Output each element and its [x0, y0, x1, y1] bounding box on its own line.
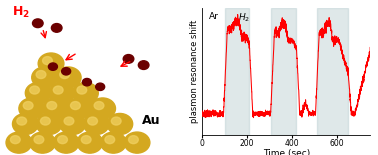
- Circle shape: [12, 113, 38, 135]
- Circle shape: [36, 71, 46, 79]
- Bar: [317, 8, 348, 135]
- Bar: [271, 8, 296, 135]
- Circle shape: [25, 82, 51, 104]
- Circle shape: [60, 113, 85, 135]
- Circle shape: [11, 136, 20, 144]
- Circle shape: [55, 67, 81, 88]
- Circle shape: [40, 117, 50, 125]
- Circle shape: [138, 61, 149, 69]
- Y-axis label: plasmon resonance shift: plasmon resonance shift: [191, 20, 200, 123]
- Circle shape: [82, 78, 91, 86]
- Circle shape: [51, 24, 62, 32]
- Circle shape: [17, 117, 26, 125]
- Circle shape: [6, 132, 32, 153]
- Circle shape: [19, 98, 45, 119]
- Circle shape: [53, 86, 63, 94]
- Circle shape: [53, 132, 79, 153]
- Circle shape: [107, 113, 133, 135]
- Circle shape: [124, 132, 150, 153]
- Circle shape: [62, 68, 71, 75]
- Circle shape: [34, 136, 44, 144]
- Circle shape: [36, 113, 62, 135]
- Circle shape: [23, 102, 33, 110]
- Circle shape: [58, 136, 67, 144]
- Text: $H_2$: $H_2$: [237, 12, 250, 24]
- Circle shape: [94, 102, 104, 110]
- Circle shape: [81, 136, 91, 144]
- Circle shape: [66, 98, 92, 119]
- Bar: [225, 8, 249, 135]
- Text: $\bf{H_2}$: $\bf{H_2}$: [12, 5, 30, 20]
- Circle shape: [60, 71, 70, 79]
- Circle shape: [30, 86, 39, 94]
- Text: Ar: Ar: [209, 12, 219, 21]
- Circle shape: [64, 117, 74, 125]
- Circle shape: [33, 19, 43, 28]
- Text: Au: Au: [142, 114, 160, 127]
- Circle shape: [73, 82, 98, 104]
- Circle shape: [90, 98, 116, 119]
- Circle shape: [123, 55, 134, 63]
- Circle shape: [29, 132, 55, 153]
- Circle shape: [77, 86, 87, 94]
- Circle shape: [112, 117, 121, 125]
- Circle shape: [105, 136, 115, 144]
- Circle shape: [96, 83, 105, 91]
- Circle shape: [77, 132, 102, 153]
- Circle shape: [47, 102, 57, 110]
- Circle shape: [48, 63, 57, 70]
- Circle shape: [42, 98, 68, 119]
- Circle shape: [38, 53, 64, 74]
- Circle shape: [101, 132, 126, 153]
- Circle shape: [129, 136, 138, 144]
- Circle shape: [83, 113, 109, 135]
- Circle shape: [43, 57, 52, 65]
- Circle shape: [88, 117, 98, 125]
- Circle shape: [32, 67, 57, 88]
- Circle shape: [71, 102, 80, 110]
- X-axis label: Time (sec): Time (sec): [263, 149, 310, 155]
- Circle shape: [49, 82, 74, 104]
